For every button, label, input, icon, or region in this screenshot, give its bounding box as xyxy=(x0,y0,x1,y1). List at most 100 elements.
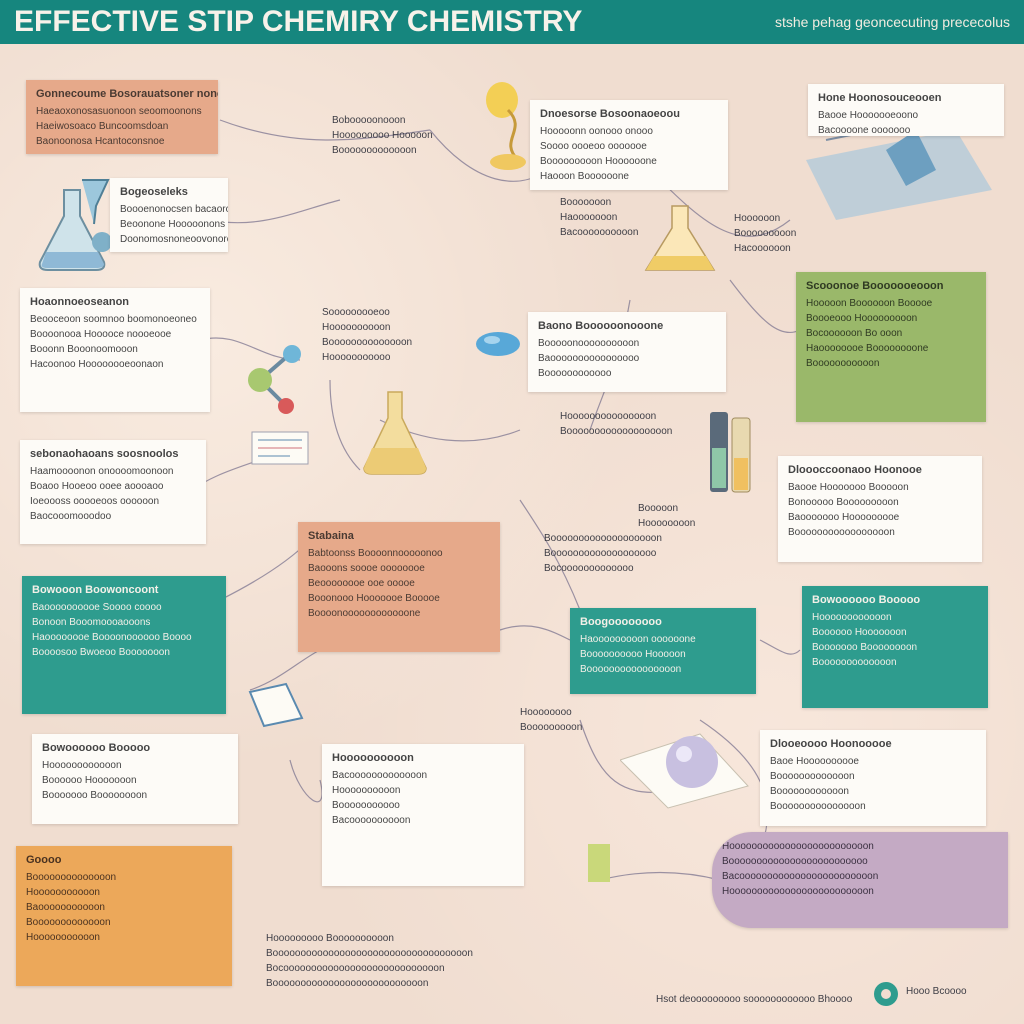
card-line: Ioeoooss ooooeoos oooooon xyxy=(30,496,160,507)
connector-line xyxy=(249,649,321,691)
card-title: Hoooooooooon xyxy=(332,752,414,764)
footer-brand: Hooo Bcoooo xyxy=(906,986,967,997)
card-line: Bonoon Booomoooaooons xyxy=(32,617,151,628)
card-title: Scooonoe Booooooeooon xyxy=(806,280,944,292)
card-line: Booooooooooooooooon xyxy=(788,527,895,538)
card-title: Hoaonnoeoseanon xyxy=(30,296,130,308)
note-right-top: Hoooooon Booooooooon Hacoooooon xyxy=(734,212,796,257)
lab-notepad-illustration xyxy=(251,431,309,465)
card-title: Hone Hoonosouceooen xyxy=(818,92,942,104)
card-disposal: Dlooeoooo Hoonooooe Baoe Hoooooooooe Boo… xyxy=(760,730,986,826)
test-tubes-illustration xyxy=(710,412,751,493)
card-glassware: Bogeoseleks Boooenonocsen bacaoron Beonl… xyxy=(110,178,228,252)
note-line: Hoooooooooon xyxy=(322,322,391,333)
card-line: Boooooooooooooon xyxy=(26,872,117,883)
note-lower-center: Hoooooooo Booooooooon xyxy=(520,706,582,736)
note-line: Hoooooon xyxy=(734,213,781,224)
connector-line xyxy=(289,759,323,803)
card-equipment: Bowoooooo Booooo Hoooooooooooon Boooooo … xyxy=(32,734,238,824)
card-line: Haoooooooe Boooonoooooo Boooo xyxy=(32,632,192,643)
card-line: Hoooooooooooon xyxy=(812,612,892,623)
card-title: Bowoooooo Booooo xyxy=(812,594,921,606)
card-line: Boooosoo Bwoeoo Booooooon xyxy=(32,647,170,658)
capsule-illustration xyxy=(476,332,520,356)
card-line: Haeiwosoaco Buncoomsdoan xyxy=(36,121,169,132)
card-title: Boogoooooooo xyxy=(580,616,662,628)
note-mid-right: Booooooooooooooooooon Booooooooooooooooo… xyxy=(544,532,662,577)
card-line: Hooooon Boooooon Booooe xyxy=(806,298,933,309)
card-line: Baooons soooe oooooooe xyxy=(308,563,425,574)
connector-line xyxy=(499,625,571,641)
card-intro: Gonnecoume Bosorauatsoner nonomant Haeao… xyxy=(26,80,218,154)
note-line: Bacoooooooooon xyxy=(560,227,639,238)
card-title: Stabaina xyxy=(308,530,354,542)
card-apparatus: Hone Hoonosouceooen Baooe Hooooooeoono B… xyxy=(808,84,1004,136)
card-line: Hooooonn oonooo onooo xyxy=(540,126,653,137)
connector-line xyxy=(519,499,581,611)
card-line: Hooooooooooooooooooooooooon xyxy=(722,886,874,897)
note-line: Booooooooooooooooooon xyxy=(544,533,662,544)
card-solutions: Scooonoe Booooooeooon Hooooon Boooooon B… xyxy=(796,272,986,422)
card-line: Haoooooooe Boooooooone xyxy=(806,343,929,354)
card-line: Booooooooooooon xyxy=(812,657,897,668)
logo-icon xyxy=(874,982,898,1006)
card-safety: Hoaonnoeoseanon Beooceoon soomnoo boomon… xyxy=(20,288,210,412)
card-title: Bogeoseleks xyxy=(120,186,188,198)
card-line: Booooooo Boooooooon xyxy=(812,642,918,653)
note-line: Hoooooooo xyxy=(520,707,572,718)
card-line: Boooooo Hooooooon xyxy=(42,775,137,786)
card-line: Beooceoon soomnoo boomonoeoneo xyxy=(30,314,197,325)
card-line: Hoooooooooon xyxy=(332,785,401,796)
note-line: Booooooooooooooooooooooooooooooooooon xyxy=(266,948,473,959)
card-line: Beoonone Hooooonons xyxy=(120,219,226,230)
card-line: Boaoo Hooeoo ooee aoooaoo xyxy=(30,481,164,492)
card-line: Hoooooooooooon xyxy=(42,760,122,771)
notebook-illustration xyxy=(248,682,304,728)
connector-line xyxy=(219,119,431,141)
card-line: Babtoonss Boooonnooooonoo xyxy=(308,548,443,559)
note-line: Boooooooooooooon xyxy=(322,337,413,348)
note-line: Hooooooooo Hooooon xyxy=(332,130,433,141)
card-goals: Goooo Boooooooooooooon Hooooooooooon Bao… xyxy=(16,846,232,986)
card-dispensing: Dnoesorse Bosoonaoeoou Hooooonn oonooo o… xyxy=(530,100,728,190)
note-test-tubes: Booooon Hoooooooon xyxy=(638,502,695,532)
card-line: Boooooooooo Hooooon xyxy=(580,649,686,660)
note-line: Booooooon xyxy=(560,197,612,208)
note-line: Haooooooon xyxy=(560,212,618,223)
card-line: Bacoooooooooon xyxy=(332,815,411,826)
card-line: Boooooooooooon xyxy=(770,786,849,797)
note-line: Hooooooooo Boooooooooon xyxy=(266,933,394,944)
connector-line xyxy=(759,639,801,655)
note-line: Booooooooon xyxy=(734,228,797,239)
note-center-left: Sooooooooeoo Hoooooooooon Booooooooooooo… xyxy=(322,306,412,366)
note-bottom: Hooooooooo Boooooooooon Booooooooooooooo… xyxy=(266,932,473,992)
card-line: Baonoonosa Hcantoconsnoe xyxy=(36,136,165,147)
card-line: Hooooooooooon xyxy=(26,887,100,898)
connector-line xyxy=(219,539,311,601)
note-line: Bobooooonooon xyxy=(332,115,406,126)
card-summary: Hooooooooooooooooooooooooon Booooooooooo… xyxy=(712,832,1008,928)
card-line: Booonooo Hooooooe Booooe xyxy=(308,593,440,604)
note-line: Bocooooooooooooo xyxy=(544,563,634,574)
note-line: Sooooooooeoo xyxy=(322,307,390,318)
card-line: Booooooo Boooooooon xyxy=(42,790,148,801)
card-line: Bacooooooooooooon xyxy=(332,770,428,781)
card-line: Boooonoooooooooooone xyxy=(308,608,421,619)
card-line: Baocooomooodoo xyxy=(30,511,112,522)
connector-line xyxy=(329,379,361,471)
card-line: Boooooooooooo xyxy=(538,368,612,379)
card-line: Booooooooon Hoooooone xyxy=(540,156,657,167)
card-line: Booooooooooooon xyxy=(26,917,111,928)
card-line: Soooo oooeoo ooooooe xyxy=(540,141,647,152)
card-line: Hooooooooooon xyxy=(26,932,100,943)
vial-illustration xyxy=(588,844,610,882)
card-line: Bocoooooon Bo ooon xyxy=(806,328,903,339)
card-line: Baoe Hoooooooooe xyxy=(770,756,859,767)
conical-flask-illustration xyxy=(644,205,716,271)
header-banner: EFFECTIVE STIP CHEMIRY CHEMISTRY stshe p… xyxy=(0,0,1024,44)
page-subtitle: stshe pehag geoncecuting prececolus xyxy=(774,14,1010,30)
note-line: Hooooooooooo xyxy=(322,352,391,363)
note-line: Boooooooooooooooooon xyxy=(560,426,673,437)
card-stabilization: Stabaina Babtoonss Boooonnooooonoo Baooo… xyxy=(298,522,500,652)
note-line: Booooooooon xyxy=(520,722,583,733)
